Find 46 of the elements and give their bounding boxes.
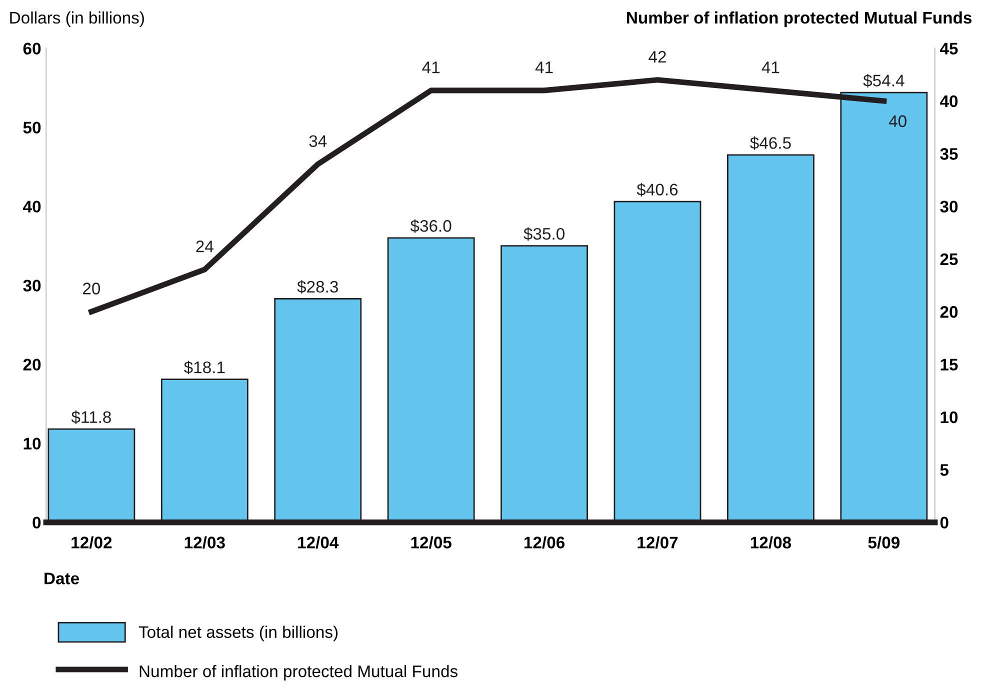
x-tick-label: 12/08 <box>750 536 792 549</box>
x-tick-label: 12/05 <box>411 536 452 549</box>
y2-axis-title: Number of inflation protected Mutual Funds <box>627 11 972 27</box>
y-tick-label: 20 <box>23 358 41 371</box>
data-label: 34 <box>309 135 327 147</box>
y2-tick-label: 15 <box>940 358 958 371</box>
y2-tick-label: 10 <box>940 411 958 424</box>
x-tick-label: 12/07 <box>638 536 678 549</box>
legend-label: Number of inflation protected Mutual Funds <box>140 664 458 681</box>
y2-tick-label: 20 <box>940 306 958 318</box>
y2-tick-label: 30 <box>940 200 958 213</box>
y2-tick-label: 5 <box>940 464 949 476</box>
data-label: 41 <box>422 62 440 74</box>
data-label: $18.1 <box>184 360 225 374</box>
x-tick-label: 12/04 <box>298 536 339 549</box>
y2-tick-label: 40 <box>940 95 958 108</box>
x-tick-label: 5/09 <box>868 536 900 549</box>
y-tick-label: 0 <box>32 516 41 529</box>
data-label: 20 <box>83 282 100 294</box>
y2-tick-label: 0 <box>940 516 948 529</box>
data-label: 40 <box>888 115 906 128</box>
x-axis-title: Date <box>44 572 80 584</box>
y-axis-title: Dollars (in billions) <box>10 11 144 27</box>
legend-label: Total net assets (in billions) <box>138 626 338 642</box>
data-label: $28.3 <box>297 280 338 294</box>
y-tick-label: 50 <box>23 122 41 134</box>
y-tick-label: 40 <box>23 200 41 213</box>
y2-tick-label: 25 <box>940 253 958 266</box>
y-tick-label: 10 <box>24 438 41 450</box>
data-label: $35.0 <box>524 227 564 241</box>
x-tick-label: 12/02 <box>72 536 112 549</box>
y2-tick-label: 35 <box>940 148 958 160</box>
data-label: $46.5 <box>750 136 791 150</box>
data-label: $54.4 <box>863 74 904 88</box>
data-label: $40.6 <box>636 182 678 196</box>
x-tick-label: 12/06 <box>524 536 565 549</box>
data-label: 41 <box>535 62 553 74</box>
data-label: 42 <box>648 50 666 63</box>
data-label: $36.0 <box>410 219 452 233</box>
data-label: 24 <box>196 240 214 252</box>
y2-tick-label: 45 <box>940 42 958 55</box>
y-tick-label: 60 <box>23 42 41 55</box>
data-label: $11.8 <box>71 410 111 424</box>
y-tick-label: 30 <box>23 280 41 292</box>
data-label: 41 <box>762 62 780 74</box>
x-tick-label: 12/03 <box>184 536 225 549</box>
